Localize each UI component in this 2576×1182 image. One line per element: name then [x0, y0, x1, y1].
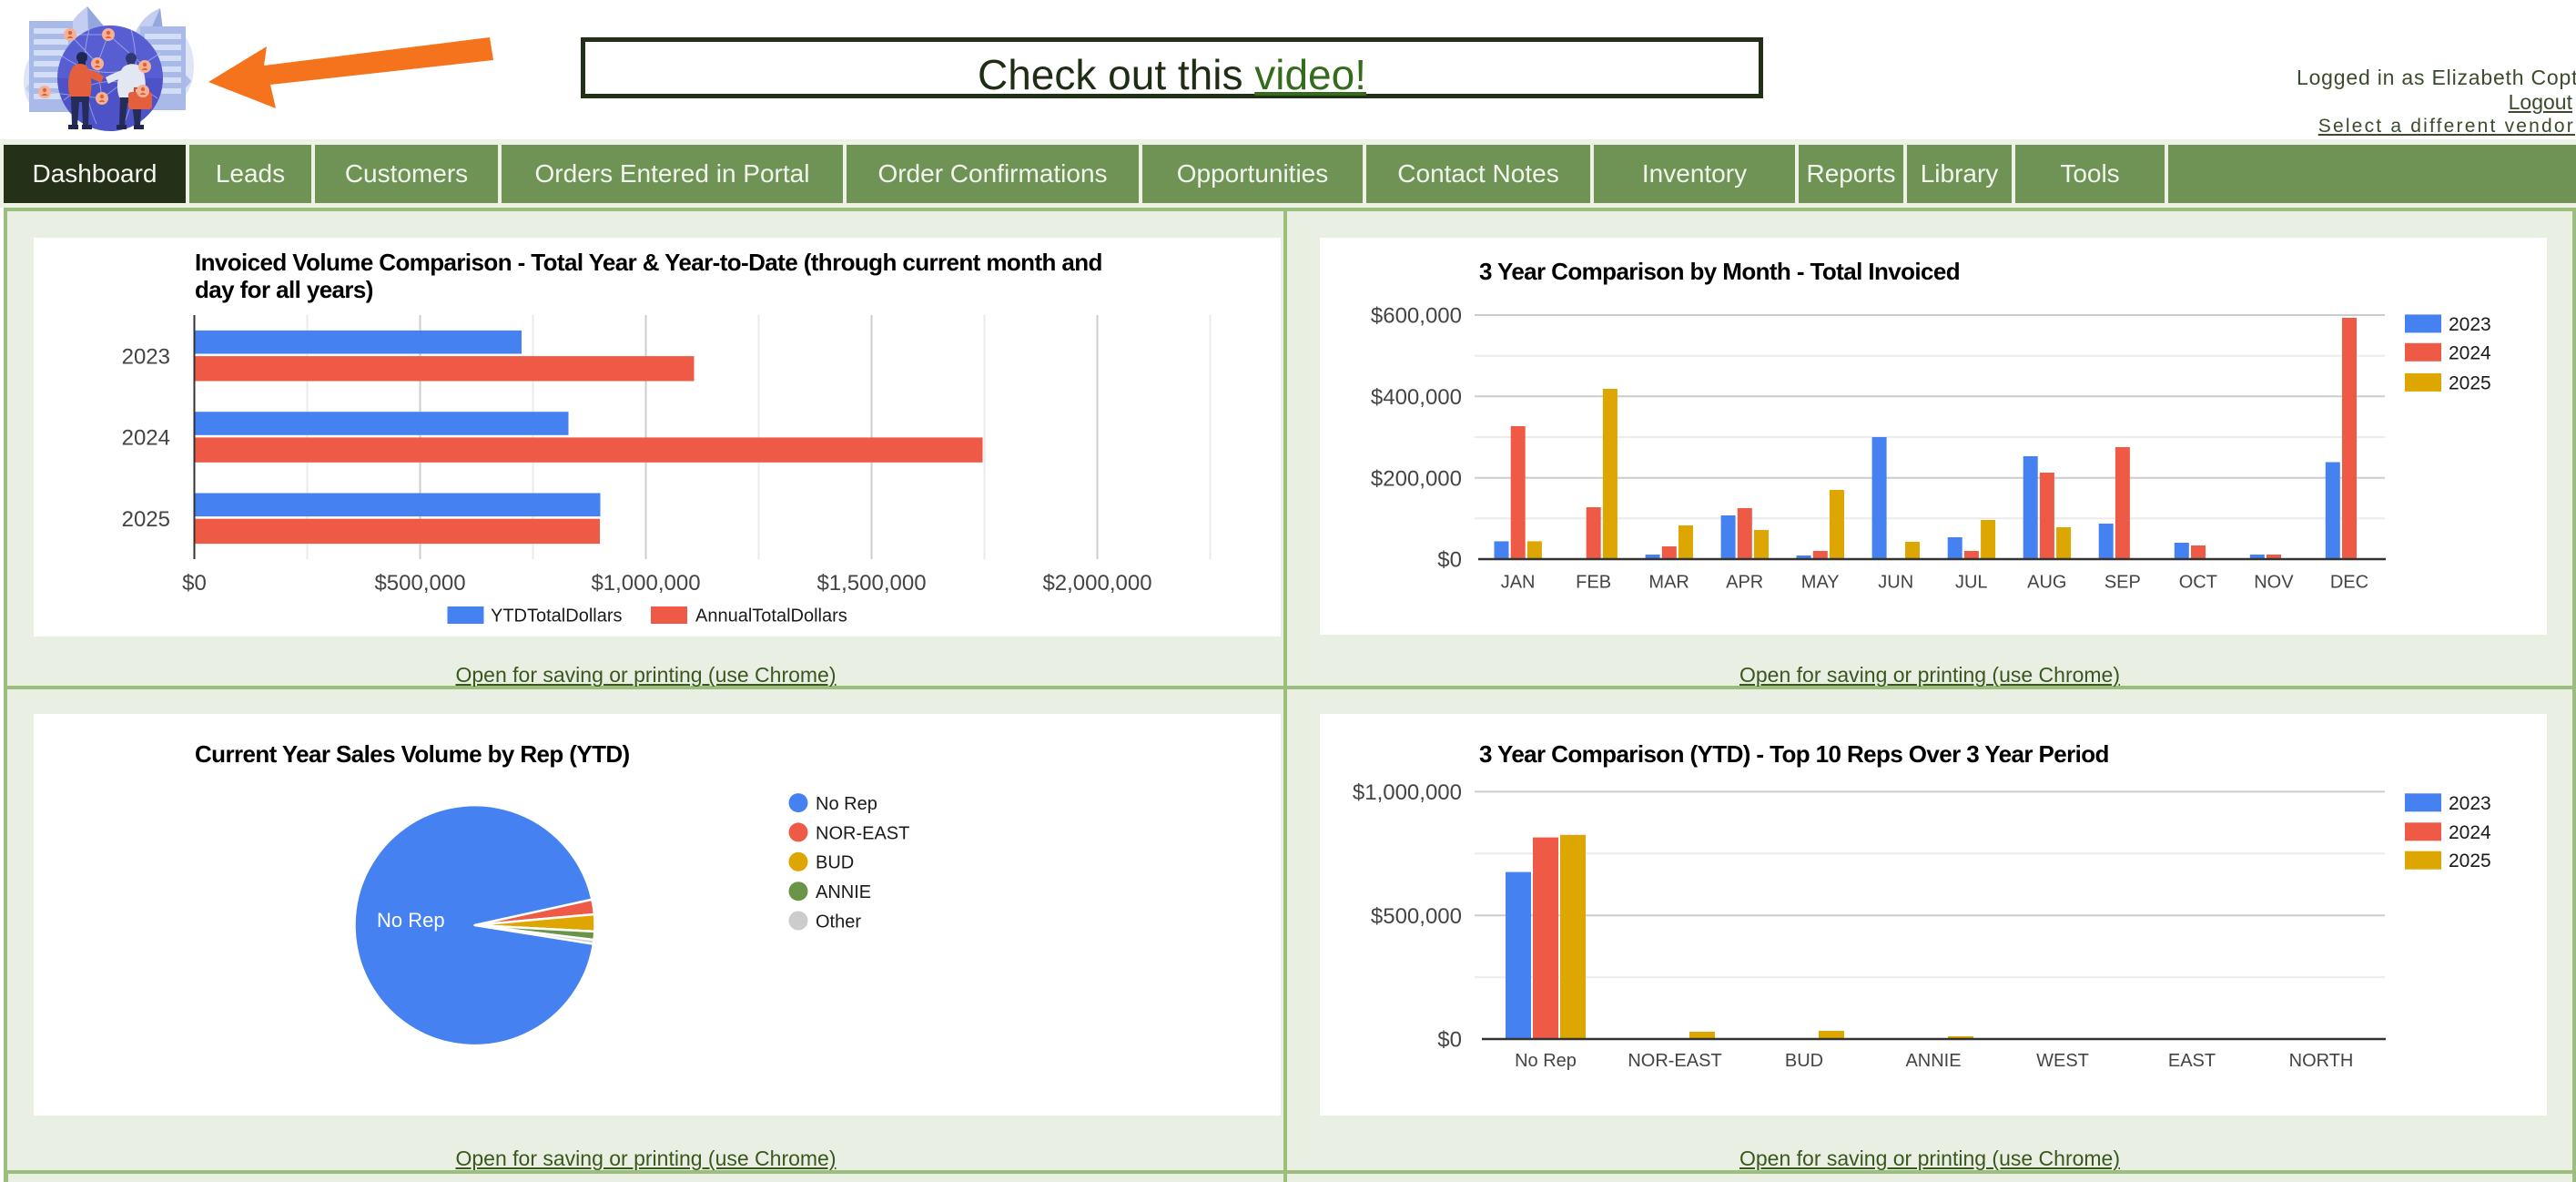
svg-text:MAY: MAY [1801, 572, 1840, 592]
svg-text:SEP: SEP [2104, 572, 2141, 592]
svg-text:3 Year Comparison by Month - T: 3 Year Comparison by Month - Total Invoi… [1479, 258, 1960, 285]
svg-text:NORTH: NORTH [2289, 1051, 2354, 1071]
svg-text:FEB: FEB [1576, 572, 1611, 592]
svg-text:ANNIE: ANNIE [816, 882, 871, 902]
svg-text:$1,000,000: $1,000,000 [591, 571, 700, 596]
svg-text:$0: $0 [1437, 1028, 1462, 1053]
svg-text:2023: 2023 [2449, 793, 2491, 814]
svg-text:2025: 2025 [2449, 851, 2491, 871]
svg-text:No Rep: No Rep [1515, 1051, 1577, 1071]
svg-text:NOR-EAST: NOR-EAST [1628, 1051, 1721, 1071]
svg-text:No Rep: No Rep [816, 794, 877, 814]
svg-text:$1,500,000: $1,500,000 [816, 571, 926, 596]
svg-text:DEC: DEC [2330, 572, 2368, 592]
svg-text:$1,000,000: $1,000,000 [1353, 780, 1462, 805]
svg-text:YTDTotalDollars: YTDTotalDollars [491, 606, 622, 627]
svg-text:$0: $0 [182, 571, 207, 596]
svg-text:Other: Other [816, 912, 861, 932]
svg-text:JAN: JAN [1501, 572, 1536, 592]
svg-text:WEST: WEST [2036, 1051, 2089, 1071]
svg-text:$600,000: $600,000 [1371, 304, 1462, 329]
svg-text:$2,000,000: $2,000,000 [1042, 571, 1151, 596]
svg-text:3 Year Comparison (YTD) - Top: 3 Year Comparison (YTD) - Top 10 Reps Ov… [1479, 740, 2109, 768]
svg-text:Current Year Sales Volume by R: Current Year Sales Volume by Rep (YTD) [195, 740, 630, 768]
svg-text:JUL: JUL [1955, 572, 1988, 592]
svg-text:Invoiced Volume Comparison - T: Invoiced Volume Comparison - Total Year … [195, 249, 1102, 276]
svg-text:$200,000: $200,000 [1371, 466, 1462, 491]
svg-text:2025: 2025 [2449, 372, 2491, 393]
svg-text:2024: 2024 [2449, 342, 2491, 363]
svg-text:2024: 2024 [2449, 822, 2491, 843]
svg-text:$500,000: $500,000 [1371, 904, 1462, 929]
svg-text:$400,000: $400,000 [1371, 385, 1462, 410]
svg-text:JUN: JUN [1878, 572, 1913, 592]
svg-text:2023: 2023 [2449, 314, 2491, 335]
svg-text:$0: $0 [1437, 548, 1462, 573]
svg-text:2025: 2025 [122, 507, 170, 532]
svg-text:day for all years): day for all years) [195, 276, 373, 303]
svg-text:OCT: OCT [2179, 572, 2217, 592]
svg-text:EAST: EAST [2168, 1051, 2216, 1071]
svg-text:$500,000: $500,000 [374, 571, 465, 596]
svg-text:AnnualTotalDollars: AnnualTotalDollars [695, 606, 847, 627]
svg-text:BUD: BUD [816, 853, 854, 873]
svg-text:NOR-EAST: NOR-EAST [816, 823, 909, 843]
svg-text:ANNIE: ANNIE [1905, 1051, 1961, 1071]
svg-text:2024: 2024 [122, 426, 170, 451]
svg-text:MAR: MAR [1648, 572, 1689, 592]
svg-text:2023: 2023 [122, 344, 170, 369]
svg-text:NOV: NOV [2254, 572, 2294, 592]
svg-text:AUG: AUG [2027, 572, 2066, 592]
svg-text:APR: APR [1726, 572, 1763, 592]
svg-text:BUD: BUD [1785, 1051, 1823, 1071]
svg-text:No Rep: No Rep [377, 909, 445, 932]
